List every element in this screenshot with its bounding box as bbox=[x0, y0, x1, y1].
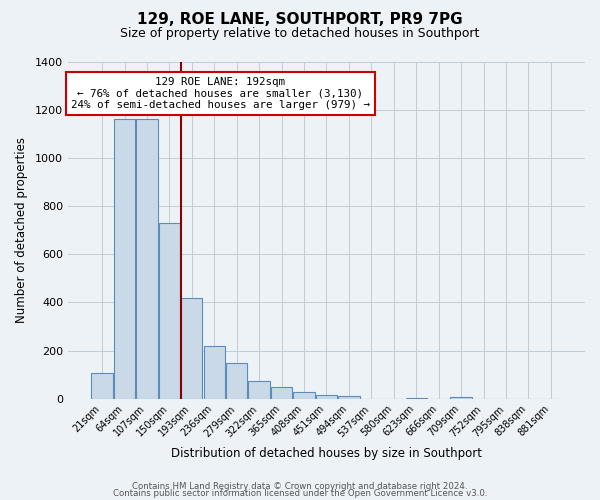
Text: 129, ROE LANE, SOUTHPORT, PR9 7PG: 129, ROE LANE, SOUTHPORT, PR9 7PG bbox=[137, 12, 463, 28]
Bar bbox=[406, 398, 427, 399]
Bar bbox=[203, 346, 225, 399]
Bar bbox=[114, 120, 135, 399]
Bar bbox=[159, 223, 180, 399]
Bar bbox=[181, 298, 202, 399]
X-axis label: Distribution of detached houses by size in Southport: Distribution of detached houses by size … bbox=[171, 447, 482, 460]
Bar bbox=[451, 397, 472, 399]
Bar bbox=[338, 396, 359, 399]
Bar bbox=[316, 395, 337, 399]
Bar bbox=[91, 373, 113, 399]
Bar bbox=[248, 380, 270, 399]
Bar bbox=[271, 387, 292, 399]
Bar bbox=[293, 392, 314, 399]
Text: Contains HM Land Registry data © Crown copyright and database right 2024.: Contains HM Land Registry data © Crown c… bbox=[132, 482, 468, 491]
Y-axis label: Number of detached properties: Number of detached properties bbox=[15, 137, 28, 323]
Bar bbox=[226, 363, 247, 399]
Text: 129 ROE LANE: 192sqm
← 76% of detached houses are smaller (3,130)
24% of semi-de: 129 ROE LANE: 192sqm ← 76% of detached h… bbox=[71, 76, 370, 110]
Bar bbox=[136, 120, 158, 399]
Text: Contains public sector information licensed under the Open Government Licence v3: Contains public sector information licen… bbox=[113, 490, 487, 498]
Text: Size of property relative to detached houses in Southport: Size of property relative to detached ho… bbox=[121, 28, 479, 40]
